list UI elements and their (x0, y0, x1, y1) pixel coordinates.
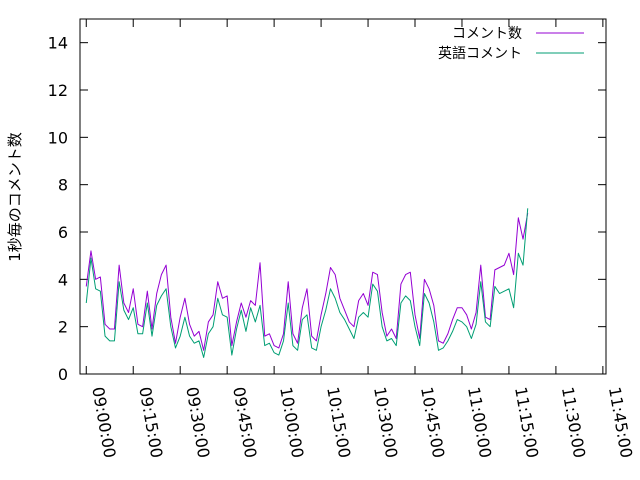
x-tick-label: 09:30:00 (182, 385, 213, 459)
x-tick-label: 10:30:00 (370, 385, 401, 459)
series-line-2 (85, 208, 529, 358)
y-tick-label: 8 (58, 176, 68, 195)
y-tick-label: 12 (48, 81, 68, 100)
y-tick-label: 2 (58, 318, 68, 337)
x-tick-label: 10:45:00 (417, 385, 448, 459)
x-tick-label: 11:45:00 (605, 385, 636, 459)
x-tick-label: 09:15:00 (135, 385, 166, 459)
y-tick-label: 14 (48, 34, 68, 53)
y-tick-label: 4 (58, 270, 68, 289)
legend-label-1: コメント数 (452, 26, 522, 42)
x-tick-label: 09:45:00 (229, 385, 260, 459)
x-tick-label: 11:30:00 (558, 385, 589, 459)
series-layer (85, 208, 529, 358)
y-tick-label: 6 (58, 223, 68, 242)
y-axis-label: 1秒毎のコメント数 (6, 132, 24, 262)
legend-label-2: 英語コメント (438, 45, 522, 62)
y-tick-label: 0 (58, 365, 68, 384)
plot-frame (79, 18, 607, 375)
x-tick-label: 11:00:00 (464, 385, 495, 459)
series-line-1 (85, 212, 529, 351)
x-axis-ticks: 09:00:00 09:15:00 09:30:00 09:45:00 10:00:00… (85, 19, 636, 459)
y-tick-label: 10 (48, 128, 68, 147)
x-tick-label: 10:00:00 (276, 385, 307, 459)
x-tick-label: 10:15:00 (323, 385, 354, 459)
x-tick-label: 09:00:00 (88, 385, 119, 459)
x-tick-label: 11:15:00 (511, 385, 542, 459)
y-axis-ticks: 0 2 4 6 8 10 12 14 (48, 34, 606, 384)
